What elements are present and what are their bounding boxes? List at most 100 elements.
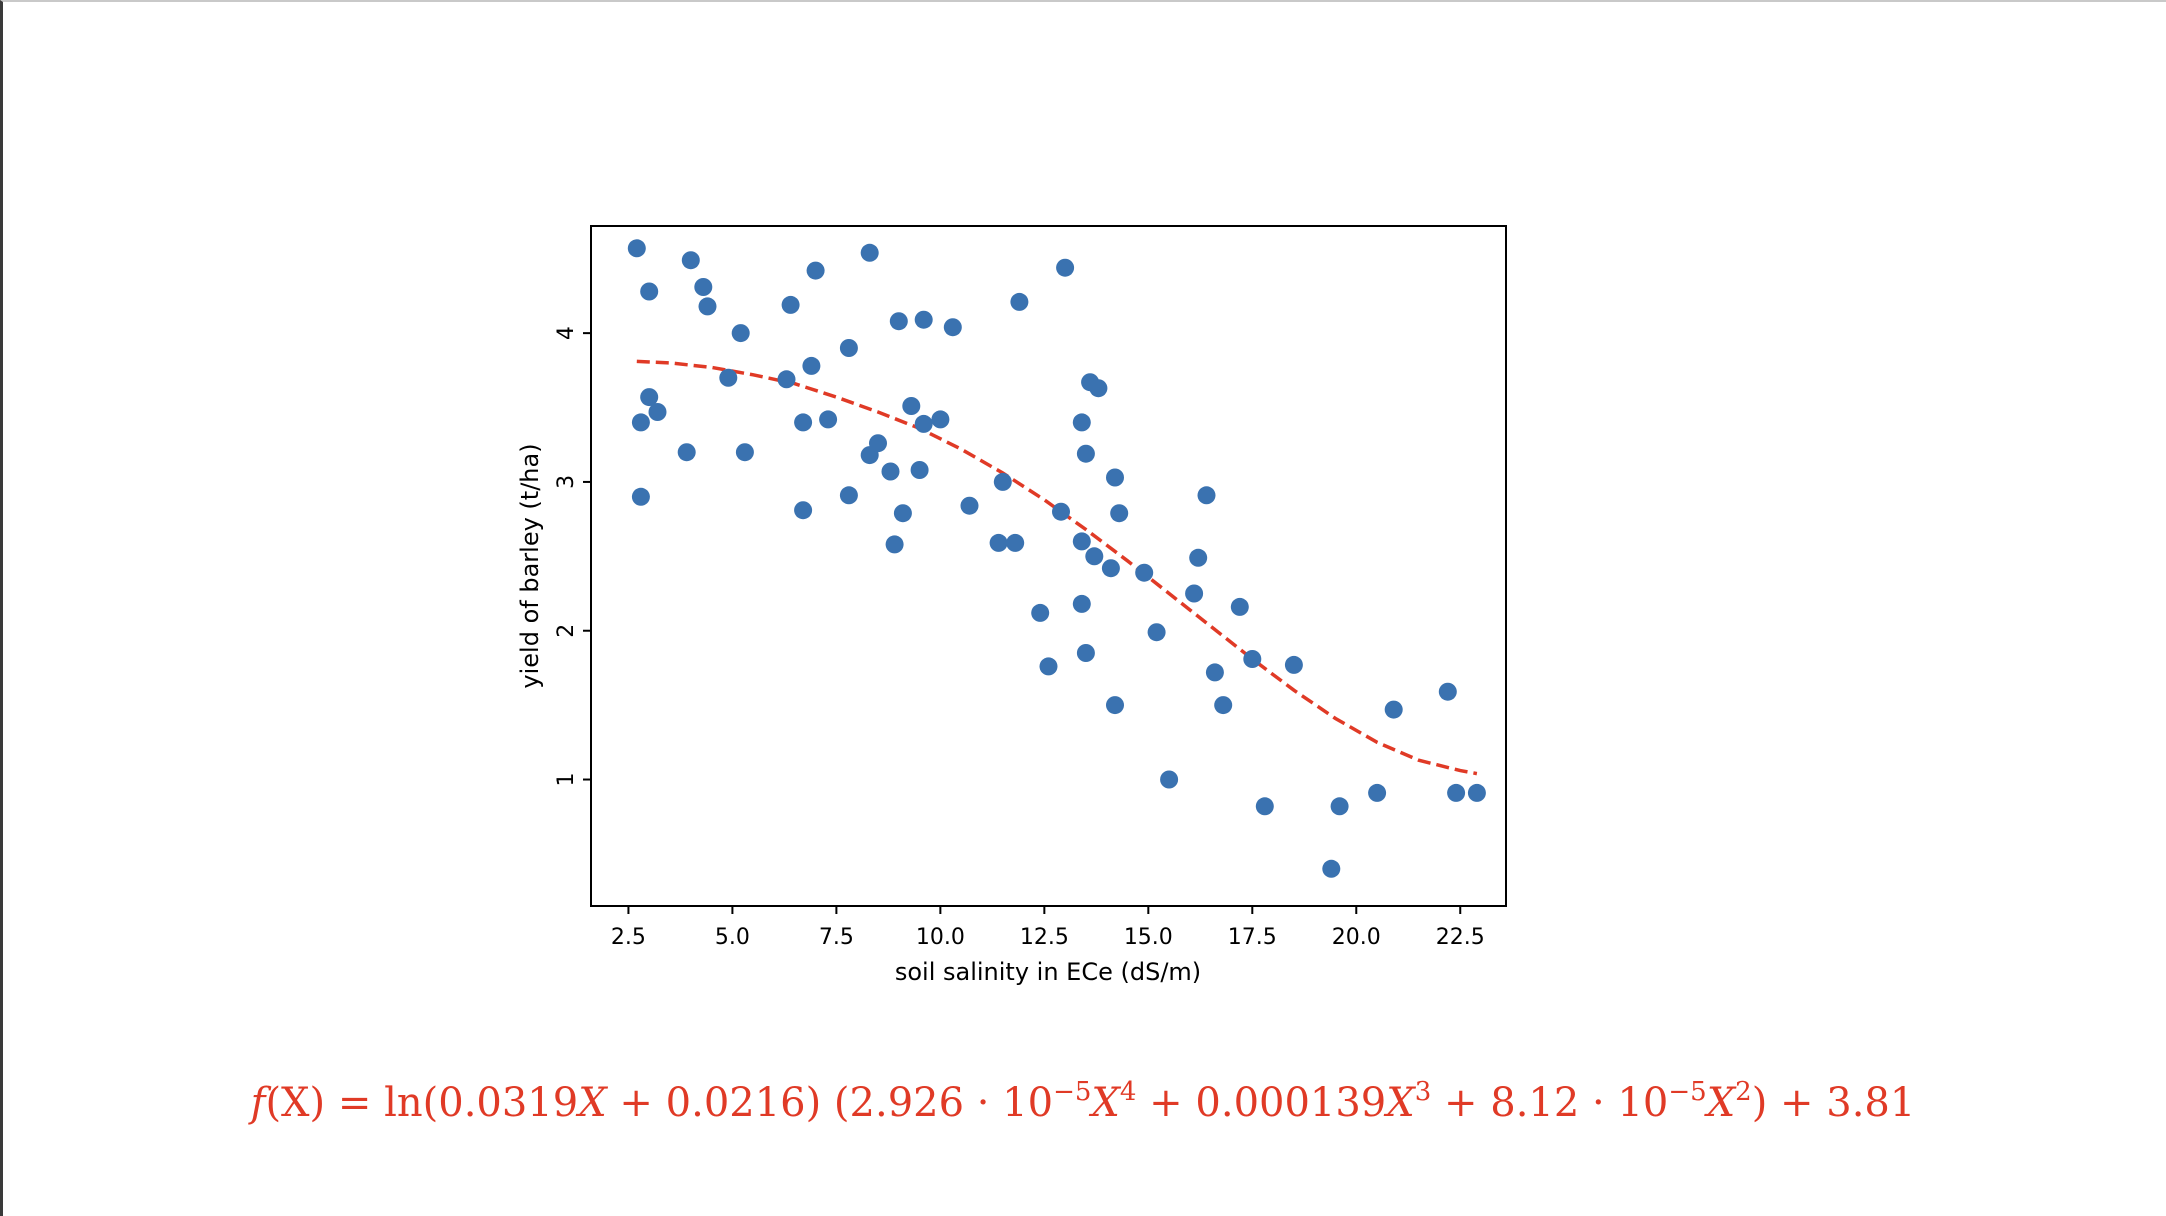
scatter-point <box>735 443 754 462</box>
scatter-point <box>902 397 921 415</box>
formula-part4: + 8.12 · 10 <box>1431 1080 1669 1126</box>
scatter-point <box>993 472 1012 491</box>
y-tick-label: 4 <box>554 326 579 340</box>
scatter-point <box>1085 547 1104 566</box>
formula-exp3: 3 <box>1414 1077 1432 1107</box>
x-tick-label: 10.0 <box>916 925 965 950</box>
scatter-point <box>802 356 821 375</box>
scatter-point <box>1284 655 1303 674</box>
scatter-point <box>781 295 800 314</box>
fit-curve <box>636 359 1478 776</box>
scatter-point <box>839 339 858 357</box>
scatter-point <box>1106 696 1124 715</box>
plot-area-frame <box>590 225 1507 907</box>
scatter-point <box>1230 597 1249 616</box>
x-axis-label: soil salinity in ECe (dS/m) <box>895 958 1201 986</box>
formula-x3: X <box>1386 1080 1415 1126</box>
scatter-point <box>1330 797 1349 816</box>
scatter-point <box>1185 584 1204 603</box>
scatter-point <box>1160 770 1179 789</box>
scatter-point <box>631 413 650 432</box>
formula-x1: X <box>578 1080 607 1126</box>
y-tick-label: 1 <box>554 773 579 787</box>
x-tick-label: 15.0 <box>1124 925 1173 950</box>
scatter-point <box>1467 783 1486 802</box>
scatter-point <box>1147 623 1166 642</box>
scatter-point <box>677 443 696 462</box>
y-axis: 1 2 3 4 <box>554 326 591 787</box>
scatter-point <box>1197 486 1216 505</box>
scatter-point <box>1076 644 1095 662</box>
scatter-point <box>819 410 838 429</box>
scatter-point <box>885 535 904 554</box>
scatter-point <box>640 388 659 407</box>
scatter-point <box>1072 413 1091 432</box>
x-tick-label: 12.5 <box>1020 925 1069 950</box>
scatter-point <box>681 251 700 270</box>
scatter-point <box>1447 783 1466 802</box>
scatter-point <box>1189 548 1208 567</box>
scatter-point <box>1072 532 1091 551</box>
scatter-point <box>1135 563 1154 582</box>
fit-curve-layer <box>636 359 1478 776</box>
formula-eq: = ln(0.0319 <box>325 1080 579 1126</box>
y-tick-label: 3 <box>554 475 579 489</box>
formula-part5: ) + 3.81 <box>1751 1080 1916 1126</box>
formula-exp1: −5 <box>1053 1077 1092 1107</box>
scatter-point <box>914 310 933 329</box>
fit-formula: f(X) = ln(0.0319X + 0.0216) (2.926 · 10−… <box>0 1077 2166 1126</box>
scatter-point <box>1110 504 1129 523</box>
scatter-point <box>1056 258 1075 277</box>
scatter-point <box>1101 559 1120 578</box>
scatter-point <box>698 297 717 316</box>
formula-x4: X <box>1706 1080 1736 1126</box>
scatter-point <box>1255 797 1274 816</box>
x-tick-label: 20.0 <box>1332 925 1381 950</box>
scatter-point <box>1076 444 1095 463</box>
scatter-point <box>1438 682 1457 701</box>
scatter-point <box>1214 696 1233 715</box>
scatter-point <box>1072 594 1091 613</box>
formula-part2: + 0.0216) (2.926 · 10 <box>606 1080 1054 1126</box>
scatter-points-layer <box>627 239 1486 878</box>
scatter-point <box>1010 292 1029 311</box>
scatter-point <box>719 368 738 387</box>
scatter-point <box>1052 502 1070 521</box>
scatter-point <box>806 261 825 280</box>
scatter-point <box>914 414 933 433</box>
scatter-point <box>1368 783 1387 802</box>
x-tick-label: 17.5 <box>1228 925 1277 950</box>
scatter-point <box>1384 700 1403 719</box>
scatter-point <box>648 403 667 421</box>
scatter-point <box>889 312 908 331</box>
scatter-point <box>794 501 813 520</box>
x-tick-label: 5.0 <box>715 925 750 950</box>
formula-x2: X <box>1091 1080 1120 1126</box>
scatter-point <box>910 461 929 479</box>
y-axis-label: yield of barley (t/ha) <box>516 443 544 688</box>
scatter-point <box>943 318 962 337</box>
formula-exp5: 2 <box>1735 1077 1752 1107</box>
formula-f: f <box>250 1080 266 1126</box>
scatter-point <box>627 239 646 258</box>
scatter-point <box>1243 650 1262 668</box>
scatter-point <box>794 413 813 432</box>
scatter-point <box>1106 468 1124 487</box>
x-axis: 2.5 5.0 7.5 10.0 12.5 15.0 17.5 20.0 22.5 <box>611 906 1485 950</box>
scatter-point <box>839 486 858 505</box>
scatter-point <box>1205 663 1224 682</box>
scatter-point <box>989 533 1008 552</box>
scatter-point <box>777 370 796 389</box>
scatter-point <box>1089 379 1108 398</box>
formula-exp4: −5 <box>1668 1077 1707 1107</box>
scatter-point <box>694 278 713 296</box>
scatter-point <box>631 487 650 506</box>
scatter-point <box>1039 657 1058 676</box>
y-tick-label: 2 <box>554 624 579 638</box>
formula-part3: + 0.000139 <box>1136 1080 1387 1126</box>
scatter-point <box>931 410 950 429</box>
scatter-point <box>1322 859 1341 878</box>
scatter-point <box>860 243 879 262</box>
formula-x-var: (X) <box>265 1080 326 1126</box>
